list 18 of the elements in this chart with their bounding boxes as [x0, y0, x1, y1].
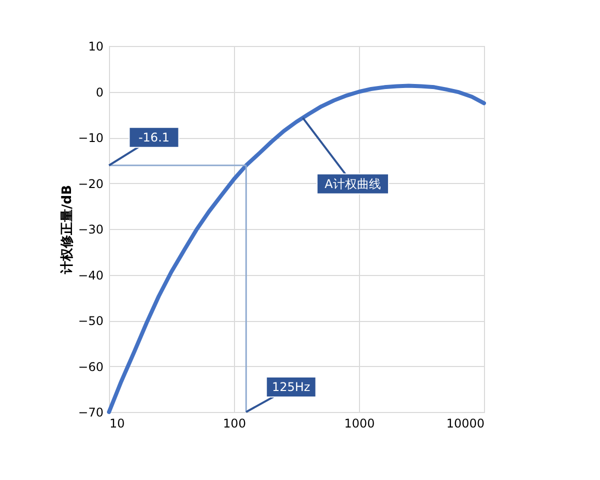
x-tick-label: 100 [223, 416, 246, 430]
y-tick-label: 0 [96, 85, 104, 100]
y-tick-label: −10 [78, 131, 104, 145]
y-tick-label: −20 [78, 176, 104, 191]
y-axis-title: 计权修正量/dB [60, 185, 76, 275]
annotation: A计权曲线 [324, 176, 381, 191]
annotation: 125Hz [272, 380, 310, 394]
annotation: -16.1 [138, 130, 170, 144]
y-tick-label: −60 [78, 360, 104, 374]
y-tick-label: 10 [88, 40, 104, 54]
y-tick-label: −40 [78, 268, 104, 282]
y-tick-label: −30 [78, 222, 104, 236]
x-tick-label: 1000 [344, 416, 375, 430]
x-tick-label: 10000 [446, 416, 484, 430]
line-series [107, 84, 486, 414]
x-tick-label: 10 [110, 416, 125, 430]
y-tick-label: −70 [78, 406, 104, 420]
y-tick-label: −50 [78, 314, 104, 328]
